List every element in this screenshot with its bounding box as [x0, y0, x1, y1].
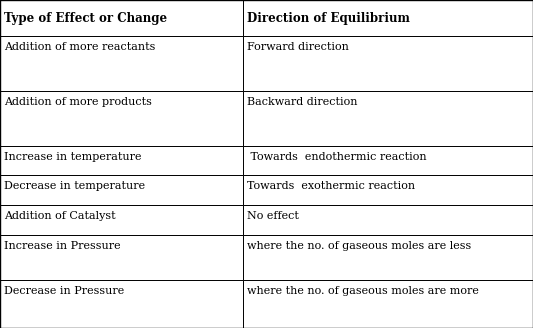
Text: Increase in Pressure: Increase in Pressure [4, 240, 121, 251]
Text: Decrease in Pressure: Decrease in Pressure [4, 286, 125, 296]
Text: Backward direction: Backward direction [247, 97, 357, 107]
Text: Decrease in temperature: Decrease in temperature [4, 181, 146, 191]
Bar [0, 280, 243, 328]
Bar [243, 146, 533, 175]
Text: Addition of more products: Addition of more products [4, 97, 152, 107]
Bar [0, 235, 243, 280]
Text: Towards  exothermic reaction: Towards exothermic reaction [247, 181, 415, 191]
Bar [243, 235, 533, 280]
Bar [243, 0, 533, 36]
Text: where the no. of gaseous moles are more: where the no. of gaseous moles are more [247, 286, 479, 296]
Bar [243, 36, 533, 91]
Bar [243, 280, 533, 328]
Bar [243, 91, 533, 146]
Text: Addition of more reactants: Addition of more reactants [4, 42, 156, 52]
Bar [0, 205, 243, 235]
Bar [0, 146, 243, 175]
Bar [0, 91, 243, 146]
Text: Addition of Catalyst: Addition of Catalyst [4, 211, 116, 221]
Bar [243, 205, 533, 235]
Text: where the no. of gaseous moles are less: where the no. of gaseous moles are less [247, 240, 471, 251]
Bar [0, 36, 243, 91]
Text: Type of Effect or Change: Type of Effect or Change [4, 12, 167, 25]
Bar [0, 0, 243, 36]
Text: Increase in temperature: Increase in temperature [4, 152, 142, 162]
Bar [0, 175, 243, 205]
Bar [243, 175, 533, 205]
Text: Direction of Equilibrium: Direction of Equilibrium [247, 12, 410, 25]
Text: Forward direction: Forward direction [247, 42, 349, 52]
Text: Towards  endothermic reaction: Towards endothermic reaction [247, 152, 426, 162]
Text: No effect: No effect [247, 211, 298, 221]
